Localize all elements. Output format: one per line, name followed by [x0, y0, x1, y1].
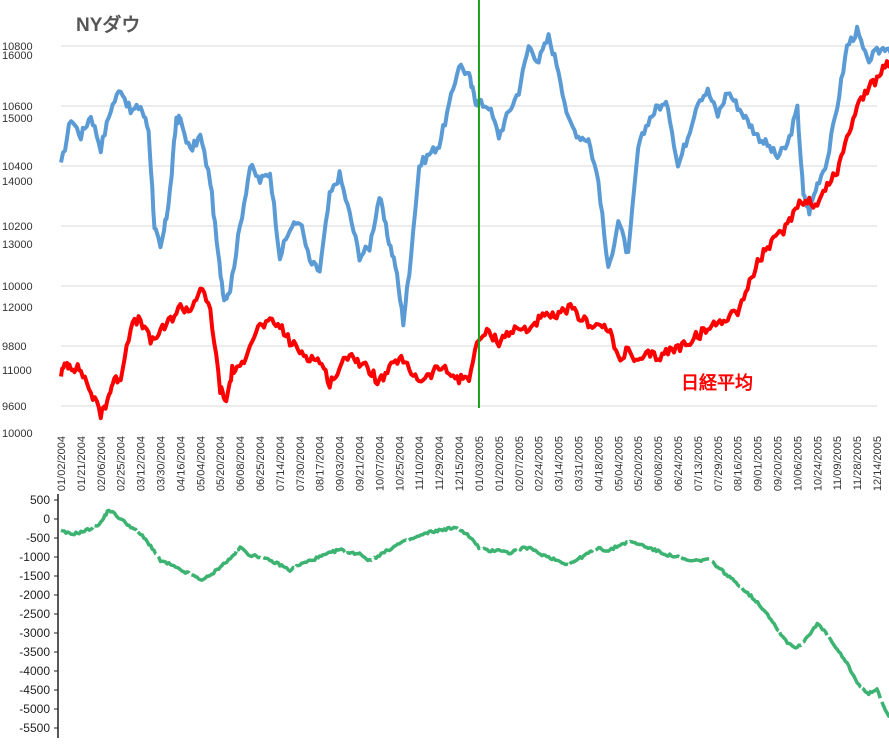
y-tick-label-outer: 10200 [2, 221, 33, 233]
x-tick-label: 02/07/2005 [514, 436, 526, 491]
x-tick-label: 09/01/2005 [753, 436, 765, 491]
y-tick-label-inner: 14000 [2, 176, 33, 188]
x-tick-label: 07/14/2004 [275, 436, 287, 491]
top-x-axis: 01/02/2004 01/21/2004 02/06/2004 02/25/2004… [56, 436, 884, 491]
x-tick-label: 05/04/2004 [195, 436, 207, 491]
y-tick-label-outer: 10000 [2, 281, 33, 293]
x-tick-label: 03/30/2004 [156, 436, 168, 491]
x-tick-label: 09/03/2004 [335, 436, 347, 491]
y-tick-label-outer: 10400 [2, 161, 33, 173]
x-tick-label: 07/30/2004 [295, 436, 307, 491]
y-tick-label-outer: 10800 [2, 41, 33, 53]
bottom-y-tick-label: -5000 [19, 702, 50, 716]
top-y-axis-outer: 9600 9800 10000 10200 10400 10600 10800 [2, 41, 33, 413]
y-tick-label-inner: 15000 [2, 113, 33, 125]
x-tick-label: 02/25/2004 [116, 436, 128, 491]
bottom-y-tick-label: 0 [43, 512, 50, 526]
top-series-layer [59, 24, 889, 421]
bottom-y-tick-label: 500 [30, 493, 50, 507]
x-tick-label: 02/24/2005 [534, 436, 546, 491]
x-tick-label: 01/03/2005 [474, 436, 486, 491]
y-tick-label-outer: 9800 [2, 341, 26, 353]
x-tick-label: 01/02/2004 [56, 436, 68, 491]
chart-title: NYダウ [76, 13, 140, 36]
x-tick-label: 10/06/2005 [792, 436, 804, 491]
top-y-axis-inner: 10000 11000 12000 13000 14000 15000 16000 [2, 50, 33, 440]
bottom-y-tick-label: -5500 [19, 721, 50, 735]
series-line-nydow [59, 24, 889, 328]
bottom-y-tick-label: -2000 [19, 588, 50, 602]
y-tick-label-inner: 16000 [2, 50, 33, 62]
x-tick-label: 06/25/2004 [255, 436, 267, 491]
x-tick-label: 03/14/2005 [554, 436, 566, 491]
x-tick-label: 11/29/2004 [434, 436, 446, 490]
x-tick-label: 11/28/2005 [852, 436, 864, 490]
y-tick-label-inner: 11000 [2, 365, 32, 377]
bottom-series-layer [60, 508, 889, 719]
x-tick-label: 02/06/2004 [96, 436, 108, 491]
x-tick-label: 04/16/2004 [175, 436, 187, 491]
x-tick-label: 08/17/2004 [315, 436, 327, 491]
bottom-y-tick-label: -1500 [19, 569, 50, 583]
bottom-y-tick-label: -3000 [19, 626, 50, 640]
bottom-y-tick-label: -2500 [19, 607, 50, 621]
x-tick-label: 11/10/2004 [414, 436, 426, 490]
bottom-y-tick-label: -1000 [19, 550, 50, 564]
nikkei-label: 日経平均 [681, 372, 753, 393]
bottom-y-axis: 500 0 -500 -1000 -1500 -2000 -2500 -3000 -3500 -4… [19, 493, 59, 738]
x-tick-label: 06/08/2004 [235, 436, 247, 491]
x-tick-label: 05/20/2004 [215, 436, 227, 491]
x-tick-label: 09/20/2005 [772, 436, 784, 491]
x-tick-label: 10/24/2005 [812, 436, 824, 491]
series-line-difference [60, 508, 889, 719]
y-tick-label-outer: 9600 [2, 401, 26, 413]
x-tick-label: 12/15/2004 [454, 436, 466, 491]
x-tick-label: 07/13/2005 [693, 436, 705, 491]
x-tick-label: 01/20/2005 [494, 436, 506, 491]
x-tick-label: 05/20/2005 [633, 436, 645, 491]
x-tick-label: 12/14/2005 [872, 436, 884, 491]
bottom-y-tick-label: -3500 [19, 645, 50, 659]
y-tick-label-inner: 10000 [2, 428, 33, 440]
y-tick-label-inner: 13000 [2, 239, 33, 251]
x-tick-label: 03/31/2005 [573, 436, 585, 491]
x-tick-label: 11/09/2005 [832, 436, 844, 490]
y-tick-label-outer: 10600 [2, 101, 33, 113]
x-tick-label: 10/25/2004 [394, 436, 406, 491]
bottom-y-tick-label: -4500 [19, 683, 50, 697]
y-tick-label-inner: 12000 [2, 302, 33, 314]
x-tick-label: 01/21/2004 [76, 436, 88, 491]
x-tick-label: 06/24/2005 [673, 436, 685, 491]
x-tick-label: 03/12/2004 [136, 436, 148, 491]
x-tick-label: 04/18/2005 [593, 436, 605, 491]
x-tick-label: 05/04/2005 [613, 436, 625, 491]
x-tick-label: 06/08/2005 [653, 436, 665, 491]
bottom-y-tick-label: -500 [26, 531, 50, 545]
x-tick-label: 10/07/2004 [374, 436, 386, 491]
top-grid [61, 45, 877, 407]
x-tick-label: 07/29/2005 [713, 436, 725, 491]
x-tick-label: 09/21/2004 [355, 436, 367, 491]
x-tick-label: 08/16/2005 [733, 436, 745, 491]
bottom-y-tick-label: -4000 [19, 664, 50, 678]
series-line-nikkei [59, 59, 889, 421]
